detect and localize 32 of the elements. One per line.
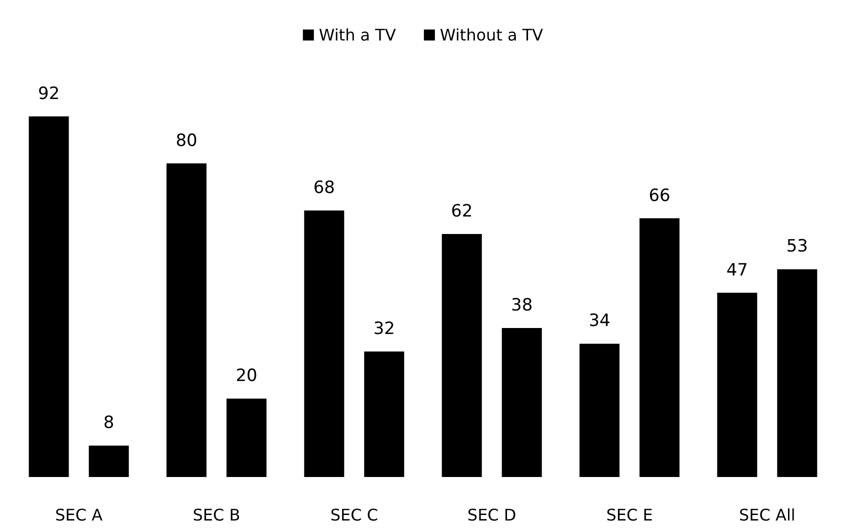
bar [442, 234, 482, 477]
x-tick-label: SEC B [192, 506, 240, 524]
x-tick-label: SEC D [467, 506, 516, 524]
data-label: 80 [176, 130, 198, 151]
data-label: 38 [511, 296, 533, 316]
bar [364, 352, 404, 477]
legend-label: With a TV [318, 26, 396, 44]
bar [777, 269, 818, 477]
bar [580, 344, 620, 477]
bar [226, 398, 266, 477]
bar [502, 328, 542, 477]
data-label: 47 [726, 260, 748, 280]
data-label: 62 [451, 201, 473, 222]
bar [717, 292, 758, 477]
bar [28, 116, 69, 477]
legend-label: Without a TV [440, 26, 544, 44]
bar [304, 210, 344, 477]
x-tick-label: SEC C [330, 506, 378, 524]
data-label: 68 [313, 178, 335, 198]
data-label: 53 [786, 236, 808, 257]
data-label: 92 [38, 84, 60, 104]
data-label: 8 [103, 413, 114, 434]
bar [166, 163, 206, 477]
data-label: 34 [588, 311, 610, 332]
x-tick-label: SEC E [606, 506, 653, 524]
x-tick-label: SEC All [738, 506, 796, 524]
bar [88, 446, 129, 477]
data-label: 66 [648, 186, 670, 206]
x-tick-label: SEC A [55, 506, 103, 524]
bar [640, 218, 680, 477]
data-label: 20 [236, 366, 258, 386]
data-label: 32 [373, 319, 395, 340]
